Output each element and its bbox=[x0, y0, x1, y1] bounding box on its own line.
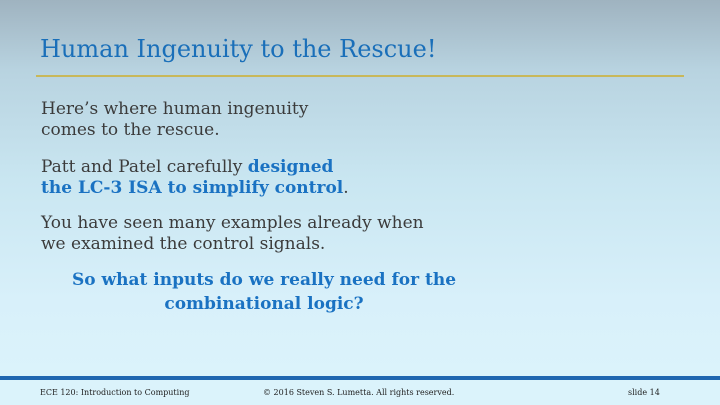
paragraph-1-line-2: comes to the rescue. bbox=[41, 120, 220, 140]
paragraph-1: Here’s where human ingenuity comes to th… bbox=[41, 99, 308, 141]
question-callout: So what inputs do we really need for the… bbox=[46, 268, 482, 316]
footer-course: ECE 120: Introduction to Computing bbox=[40, 388, 190, 397]
paragraph-1-line-1: Here’s where human ingenuity bbox=[41, 99, 309, 119]
footer-bar bbox=[0, 376, 720, 380]
paragraph-2-highlight-1: designed bbox=[247, 157, 334, 177]
title-divider bbox=[36, 75, 684, 77]
paragraph-2-highlight-2: the LC-3 ISA to simplify control bbox=[41, 178, 344, 198]
paragraph-2-line-1: Patt and Patel carefully designed bbox=[41, 157, 349, 178]
footer-copyright: © 2016 Steven S. Lumetta. All rights res… bbox=[263, 388, 455, 397]
paragraph-3-line-1: You have seen many examples already when bbox=[41, 213, 424, 233]
footer-slide-number: slide 14 bbox=[628, 388, 660, 397]
question-line-1: So what inputs do we really need for the bbox=[71, 270, 457, 290]
paragraph-2: Patt and Patel carefully designed the LC… bbox=[41, 157, 349, 199]
paragraph-2-plain-text: Patt and Patel carefully bbox=[41, 157, 248, 177]
paragraph-2-period: . bbox=[343, 178, 349, 198]
paragraph-3-line-2: we examined the control signals. bbox=[41, 234, 326, 254]
slide-title: Human Ingenuity to the Rescue! bbox=[40, 35, 437, 63]
question-line-2: combinational logic? bbox=[164, 294, 364, 314]
paragraph-3: You have seen many examples already when… bbox=[41, 213, 424, 255]
paragraph-2-line-2: the LC-3 ISA to simplify control. bbox=[41, 178, 349, 199]
